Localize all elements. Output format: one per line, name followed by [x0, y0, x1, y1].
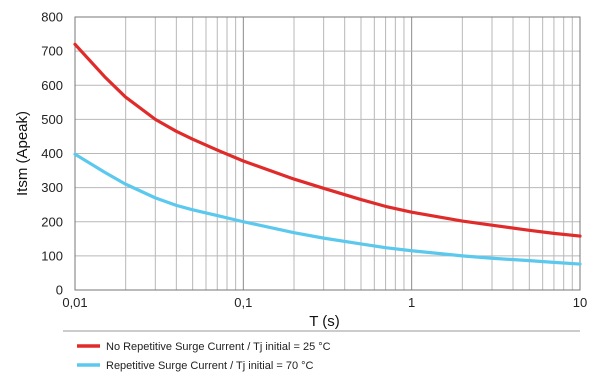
- y-tick-label: 200: [41, 214, 63, 229]
- x-tick-labels: 0,01 0,1 1 10: [62, 295, 587, 310]
- series-line-2: [73, 152, 582, 266]
- x-axis-label: T (s): [309, 313, 340, 330]
- x-tick-label: 10: [573, 295, 587, 310]
- y-tick-label: 600: [41, 78, 63, 93]
- y-tick-label: 400: [41, 146, 63, 161]
- y-tick-label: 700: [41, 44, 63, 59]
- y-tick-label: 300: [41, 180, 63, 195]
- y-axis-label: Itsm (Apeak): [14, 111, 31, 196]
- series-layer: [73, 42, 582, 266]
- y-tick-label: 800: [41, 10, 63, 25]
- x-tick-label: 0,1: [234, 295, 252, 310]
- y-tick-label: 500: [41, 112, 63, 127]
- y-tick-label: 100: [41, 248, 63, 263]
- x-tick-label: 1: [408, 295, 415, 310]
- y-tick-labels: 0 100 200 300 400 500 600 700 800: [41, 10, 63, 298]
- legend-label-2: Repetitive Surge Current / Tj initial = …: [106, 360, 314, 372]
- grid: [74, 16, 580, 291]
- x-tick-label: 0,01: [62, 295, 87, 310]
- series-line-1: [73, 42, 582, 238]
- legend: No Repetitive Surge Current / Tj initial…: [77, 341, 331, 372]
- legend-label-1: No Repetitive Surge Current / Tj initial…: [106, 341, 331, 353]
- y-tick-label: 0: [56, 283, 63, 298]
